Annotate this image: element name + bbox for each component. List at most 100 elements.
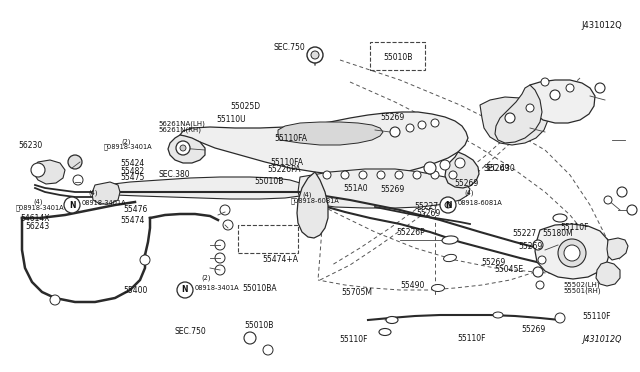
- Text: 55475: 55475: [120, 173, 145, 182]
- Ellipse shape: [493, 312, 503, 318]
- Text: 55705M: 55705M: [341, 288, 372, 296]
- Circle shape: [445, 202, 451, 208]
- Ellipse shape: [431, 285, 445, 292]
- Text: 55474+A: 55474+A: [262, 255, 298, 264]
- Polygon shape: [495, 85, 542, 143]
- Circle shape: [533, 267, 543, 277]
- Text: N: N: [68, 201, 76, 209]
- Circle shape: [550, 90, 560, 100]
- Text: 55010B: 55010B: [255, 177, 284, 186]
- Circle shape: [244, 332, 256, 344]
- Text: 55010B: 55010B: [383, 54, 412, 62]
- Circle shape: [64, 197, 80, 213]
- Text: 55501(RH): 55501(RH): [563, 288, 601, 294]
- Circle shape: [431, 119, 439, 127]
- Text: J431012Q: J431012Q: [582, 336, 621, 344]
- Text: 08918-3401A: 08918-3401A: [195, 285, 239, 291]
- Polygon shape: [527, 80, 595, 123]
- Circle shape: [307, 47, 323, 63]
- Ellipse shape: [553, 214, 567, 222]
- Text: 55476: 55476: [123, 205, 147, 214]
- Circle shape: [263, 345, 273, 355]
- Text: 55269: 55269: [454, 179, 479, 187]
- Circle shape: [555, 313, 565, 323]
- Circle shape: [177, 282, 193, 298]
- Text: 55226P: 55226P: [397, 228, 426, 237]
- Polygon shape: [607, 238, 628, 260]
- Circle shape: [176, 141, 190, 155]
- Text: SEC.430: SEC.430: [484, 164, 516, 173]
- Text: SEC.380: SEC.380: [159, 170, 190, 179]
- Ellipse shape: [379, 328, 391, 336]
- Polygon shape: [445, 152, 479, 188]
- Text: 丈08918-3401A: 丈08918-3401A: [104, 144, 152, 150]
- Circle shape: [180, 145, 186, 151]
- Text: 55474: 55474: [120, 216, 145, 225]
- Polygon shape: [535, 224, 610, 279]
- Circle shape: [359, 171, 367, 179]
- Circle shape: [604, 196, 612, 204]
- Text: 56261NA(LH): 56261NA(LH): [159, 120, 205, 127]
- Circle shape: [595, 83, 605, 93]
- Text: 55110FA: 55110FA: [274, 134, 307, 143]
- Polygon shape: [278, 122, 383, 145]
- Text: 56243: 56243: [26, 222, 50, 231]
- Circle shape: [431, 171, 439, 179]
- Text: 55227: 55227: [512, 229, 536, 238]
- Polygon shape: [168, 135, 205, 163]
- Ellipse shape: [444, 254, 456, 262]
- Text: 54614X: 54614X: [20, 214, 50, 223]
- Text: 55226PA: 55226PA: [268, 165, 301, 174]
- Circle shape: [440, 160, 450, 170]
- Text: (4): (4): [464, 190, 474, 196]
- Circle shape: [223, 220, 233, 230]
- Circle shape: [558, 239, 586, 267]
- Text: 55502(LH): 55502(LH): [563, 282, 600, 288]
- Text: 55180M: 55180M: [543, 229, 573, 238]
- Polygon shape: [180, 112, 468, 176]
- Polygon shape: [105, 177, 305, 199]
- Text: 55269: 55269: [416, 209, 440, 218]
- Circle shape: [538, 256, 546, 264]
- Circle shape: [215, 265, 225, 275]
- Circle shape: [617, 187, 627, 197]
- Text: 55110FA: 55110FA: [270, 158, 303, 167]
- Circle shape: [536, 281, 544, 289]
- Text: 55269: 55269: [381, 185, 405, 194]
- Circle shape: [533, 240, 543, 250]
- Polygon shape: [480, 97, 548, 145]
- Circle shape: [541, 78, 549, 86]
- Text: 55269: 55269: [381, 113, 405, 122]
- Polygon shape: [34, 160, 65, 184]
- Circle shape: [505, 113, 515, 123]
- Text: 551A0: 551A0: [343, 184, 367, 193]
- Circle shape: [377, 171, 385, 179]
- Circle shape: [455, 158, 465, 168]
- Text: N: N: [445, 201, 451, 209]
- Circle shape: [73, 175, 83, 185]
- Text: (4): (4): [88, 190, 97, 196]
- Circle shape: [390, 127, 400, 137]
- Text: 55110U: 55110U: [216, 115, 246, 124]
- Bar: [370, 42, 425, 70]
- Text: 丈08918-6081A: 丈08918-6081A: [291, 198, 339, 204]
- Circle shape: [68, 155, 82, 169]
- Text: SEC.750: SEC.750: [273, 44, 305, 52]
- Polygon shape: [596, 262, 620, 286]
- Circle shape: [627, 205, 637, 215]
- Ellipse shape: [386, 317, 398, 324]
- Text: SEC.750: SEC.750: [174, 327, 206, 336]
- Circle shape: [31, 163, 45, 177]
- Text: 08918-6081A: 08918-6081A: [458, 200, 503, 206]
- Circle shape: [341, 171, 349, 179]
- Polygon shape: [297, 172, 328, 238]
- Text: 56230: 56230: [18, 141, 42, 150]
- Text: 55110F: 55110F: [582, 312, 611, 321]
- Bar: [238, 225, 298, 253]
- Text: 55424: 55424: [120, 159, 145, 168]
- Text: 55010B: 55010B: [244, 321, 274, 330]
- Text: J431012Q: J431012Q: [581, 21, 622, 30]
- Circle shape: [220, 205, 230, 215]
- Text: (2): (2): [201, 275, 211, 281]
- Text: 55045E: 55045E: [494, 265, 524, 274]
